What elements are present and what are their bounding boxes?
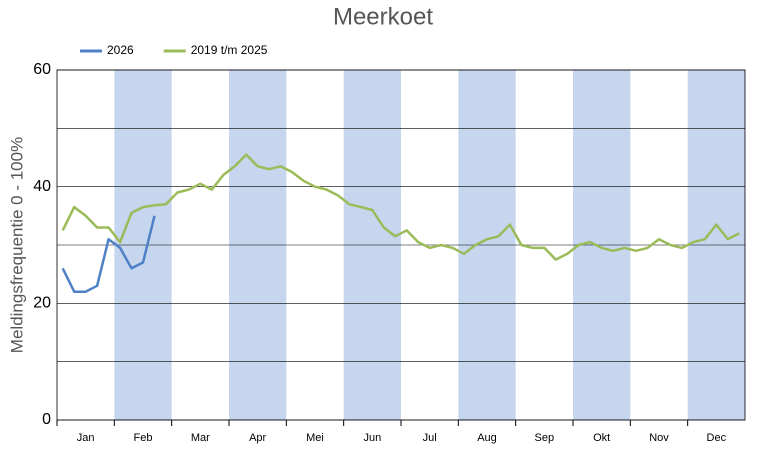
x-tick-label: Dec (707, 432, 727, 444)
plot-frame (56, 69, 746, 421)
chart-title: Meerkoet (333, 3, 433, 30)
x-tick-label: Mei (306, 432, 324, 444)
y-tick-label: 0 (42, 411, 51, 428)
y-tick-label: 40 (33, 178, 51, 195)
legend-label: 2019 t/m 2025 (191, 43, 268, 57)
x-tick-label: Jul (423, 432, 437, 444)
series-line (61, 153, 740, 261)
x-tick-label: Jan (77, 432, 95, 444)
x-tick-label: Feb (134, 432, 153, 444)
y-axis-label: Meldingsfrequentie 0 - 100% (7, 137, 26, 353)
y-tick-label: 20 (33, 295, 51, 312)
x-tick-label: Nov (649, 432, 669, 444)
x-tick-label: Apr (249, 432, 266, 444)
x-tick-label: Sep (535, 432, 555, 444)
legend-label: 2026 (107, 43, 134, 57)
x-tick-label: Jun (363, 432, 381, 444)
series-line (61, 215, 156, 293)
x-tick-label: Okt (593, 432, 610, 444)
x-tick-label: Aug (477, 432, 497, 444)
x-tick-label: Mar (191, 432, 210, 444)
y-tick-label: 60 (33, 61, 51, 78)
